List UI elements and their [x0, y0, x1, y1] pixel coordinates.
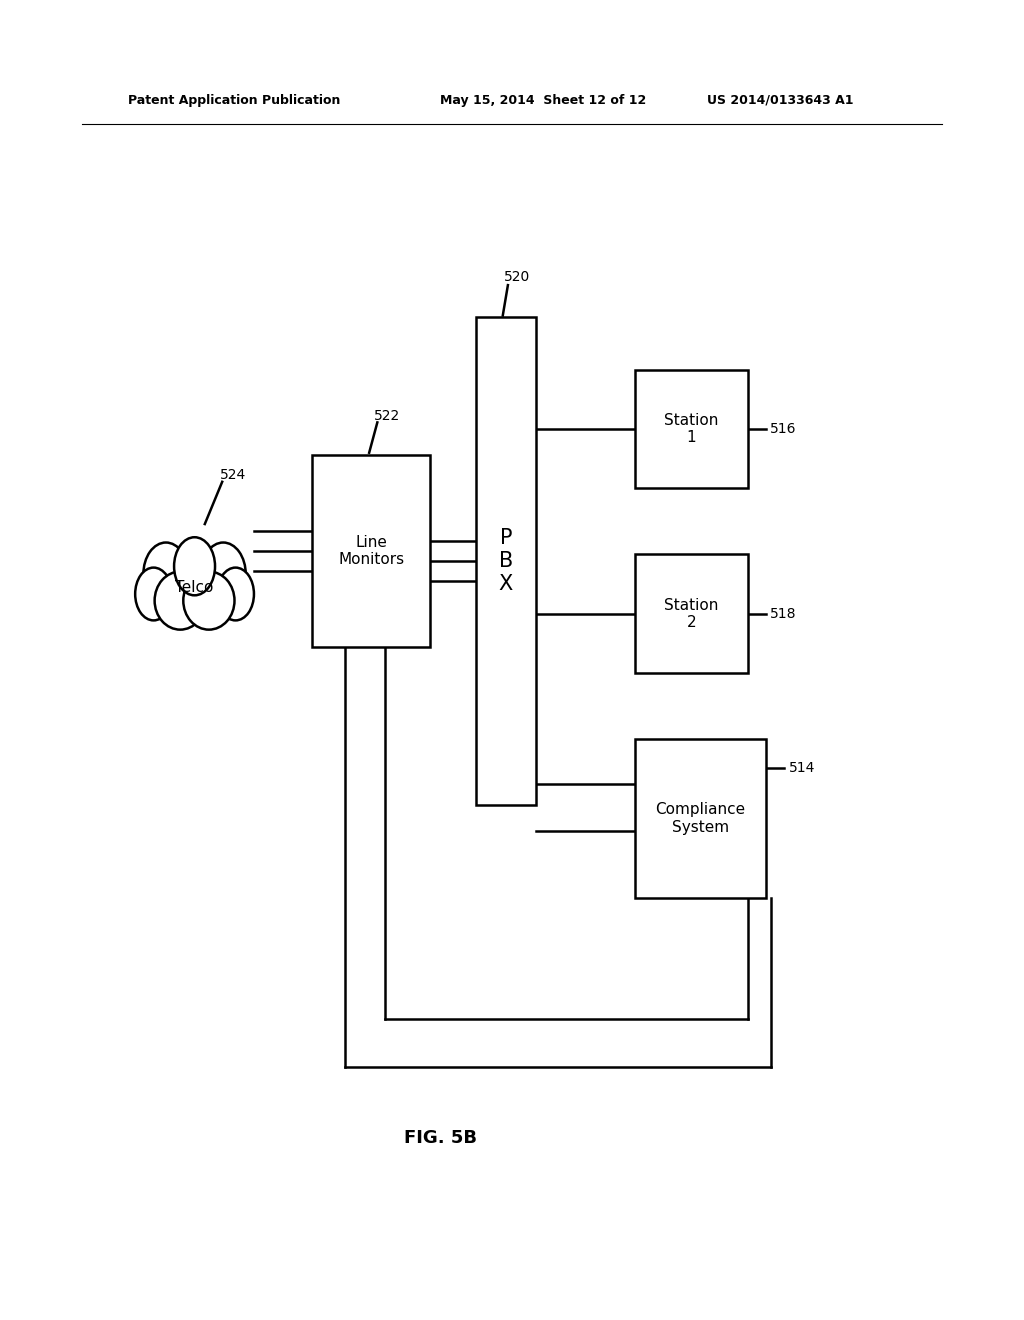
Text: 514: 514 [788, 760, 815, 775]
Ellipse shape [183, 572, 234, 630]
Ellipse shape [174, 537, 215, 595]
Text: Compliance
System: Compliance System [655, 803, 745, 834]
Bar [635, 739, 766, 898]
Bar [476, 317, 536, 805]
Text: 520: 520 [504, 271, 530, 284]
Text: FIG. 5B: FIG. 5B [403, 1129, 477, 1147]
Text: Station
2: Station 2 [664, 598, 719, 630]
Ellipse shape [217, 568, 254, 620]
Bar [635, 370, 748, 488]
Text: Line
Monitors: Line Monitors [338, 535, 404, 568]
Ellipse shape [155, 572, 206, 630]
Ellipse shape [166, 541, 223, 620]
Bar [312, 455, 430, 647]
Text: 522: 522 [375, 409, 400, 422]
Text: May 15, 2014  Sheet 12 of 12: May 15, 2014 Sheet 12 of 12 [440, 94, 646, 107]
Text: 516: 516 [770, 422, 797, 436]
Text: P
B
X: P B X [499, 528, 513, 594]
Bar [635, 554, 748, 673]
Text: 518: 518 [770, 607, 797, 620]
Ellipse shape [143, 543, 188, 606]
Ellipse shape [201, 543, 246, 606]
Ellipse shape [135, 568, 172, 620]
Text: Station
1: Station 1 [664, 413, 719, 445]
Text: Telco: Telco [175, 579, 214, 595]
Text: 524: 524 [220, 469, 247, 482]
Text: Patent Application Publication: Patent Application Publication [128, 94, 340, 107]
Text: US 2014/0133643 A1: US 2014/0133643 A1 [707, 94, 853, 107]
